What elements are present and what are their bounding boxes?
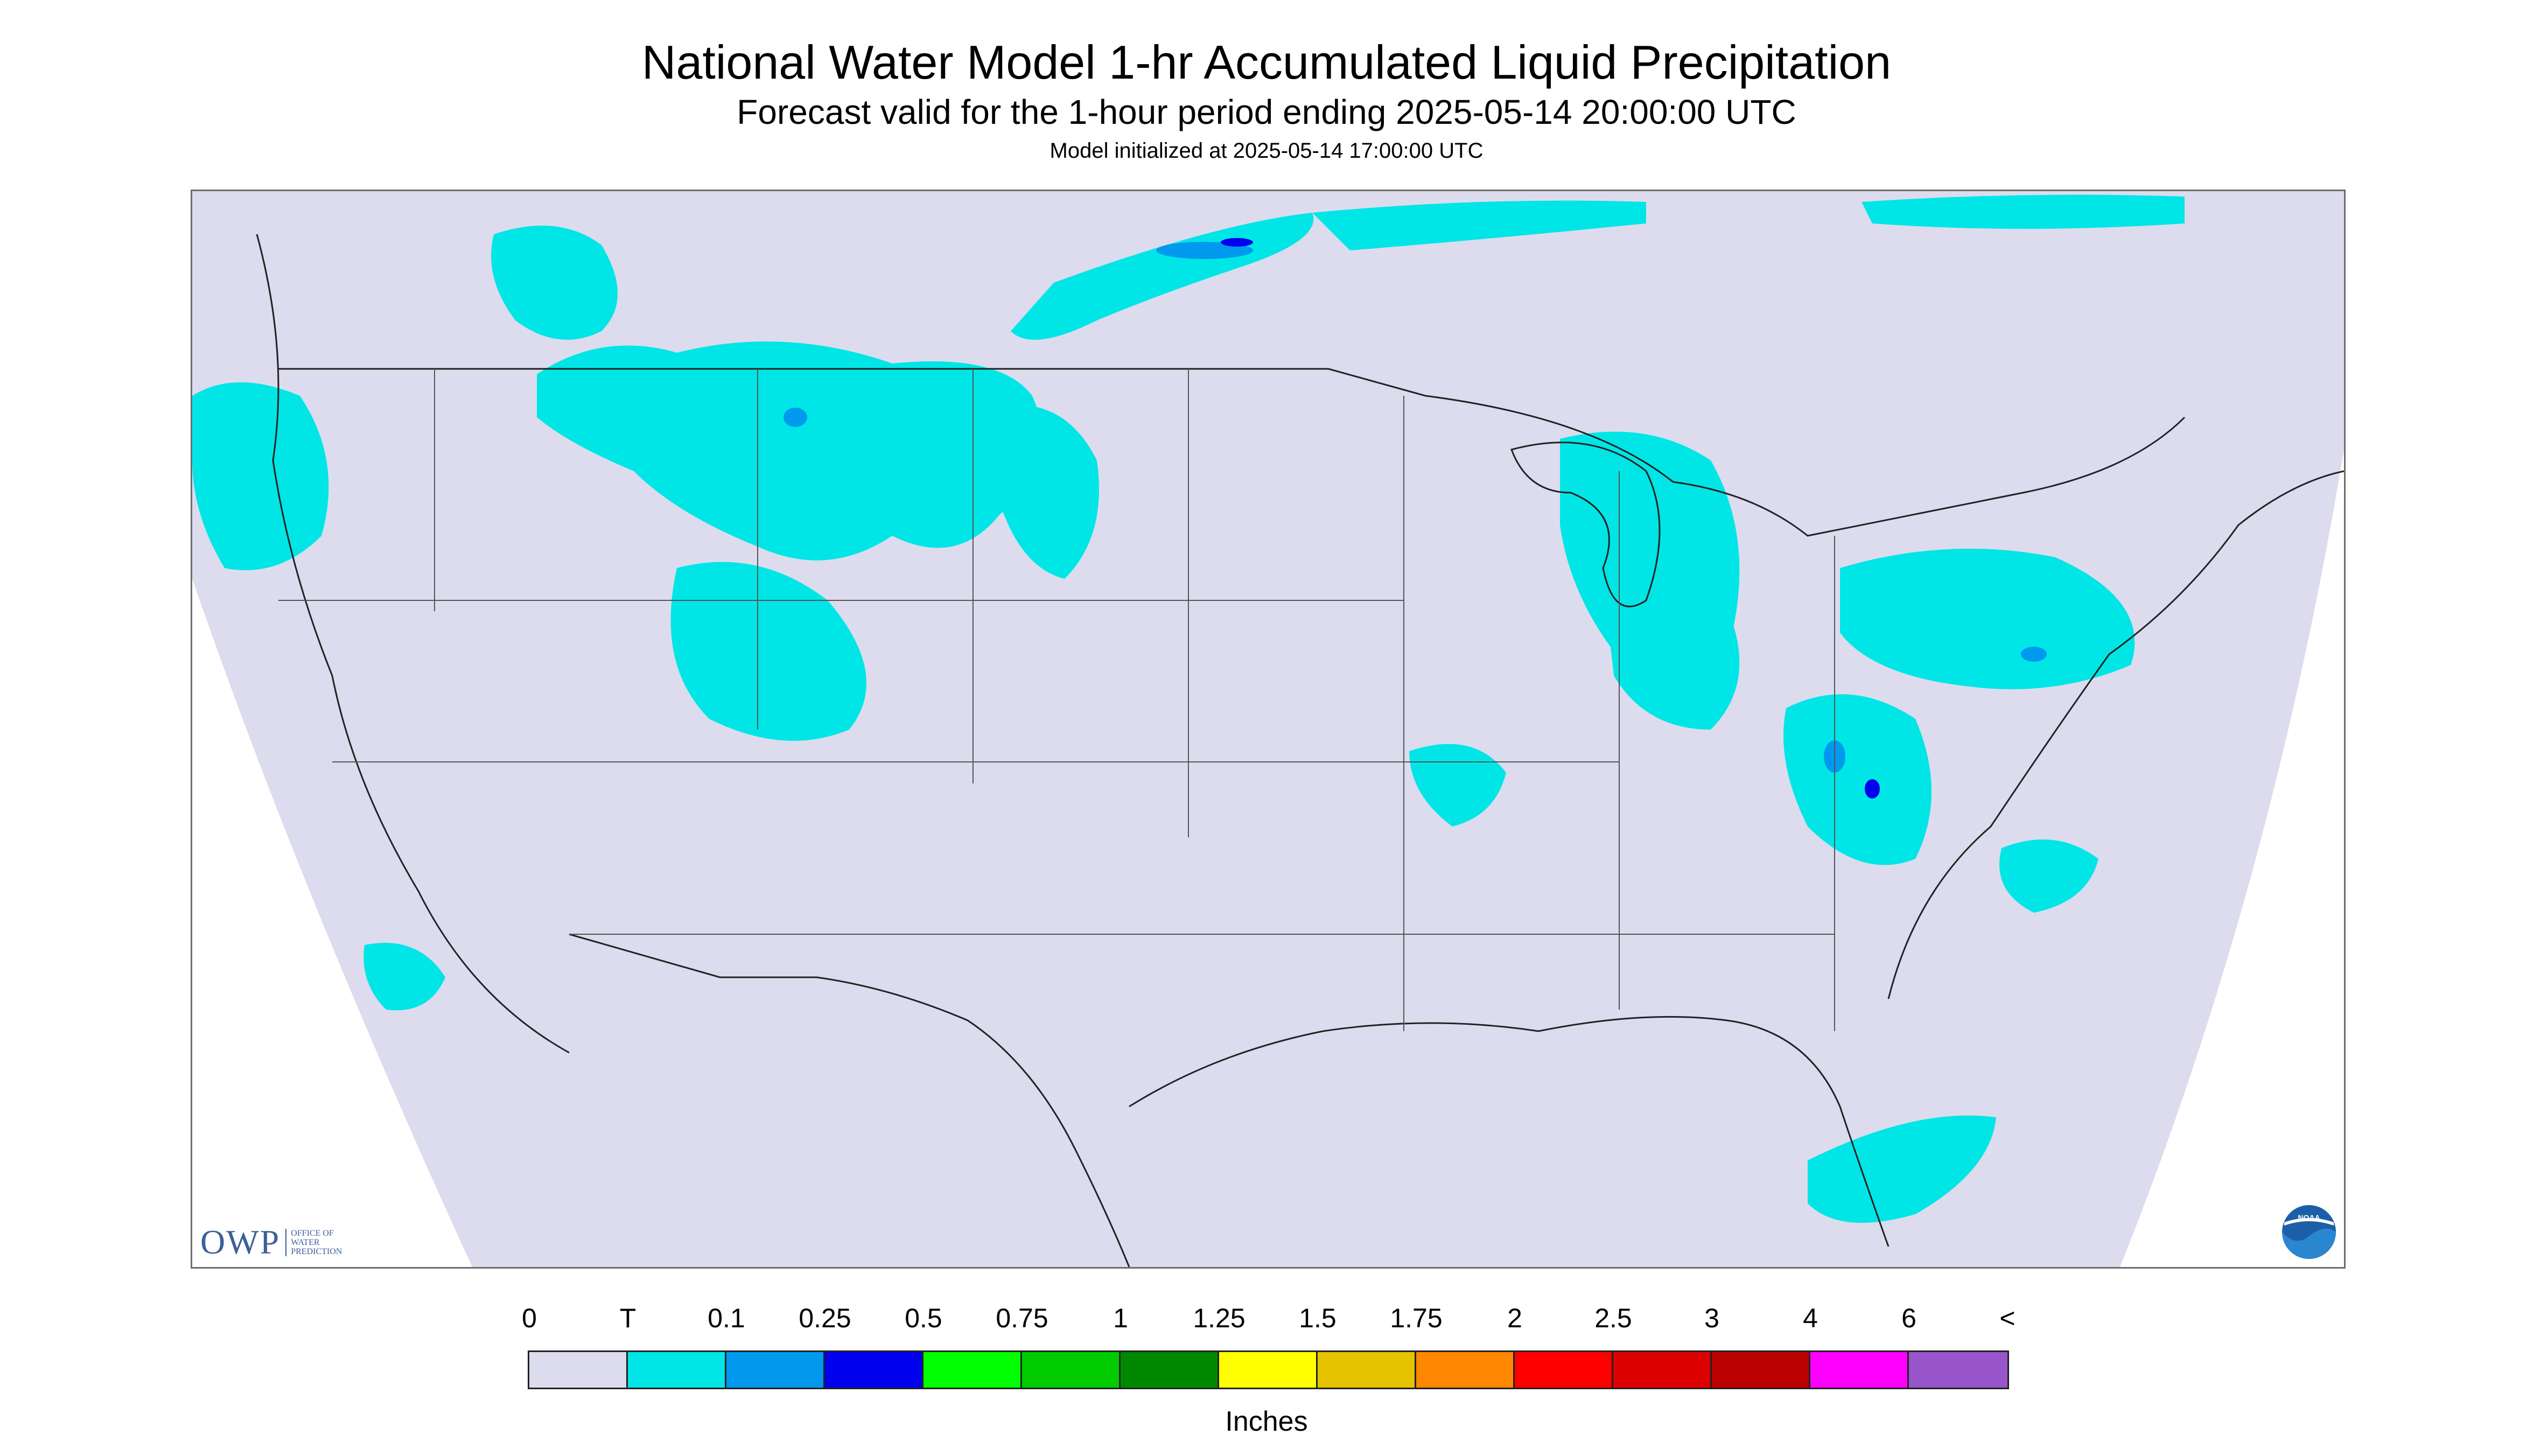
- owp-logo: OWP OFFICE OF WATER PREDICTION: [200, 1222, 342, 1262]
- owp-sub-line: WATER: [291, 1237, 320, 1247]
- map-domain: [192, 191, 2344, 1267]
- legend-label: 1: [1113, 1303, 1128, 1333]
- legend-label: 1.75: [1390, 1303, 1443, 1333]
- legend-labels: 0 T 0.1 0.25 0.5 0.75 1 1.25 1.5 1.75 2 …: [0, 1302, 2533, 1334]
- east-coast: [1887, 470, 2344, 999]
- rain-area-northeast-canada: [1862, 194, 2185, 229]
- rain-area-atlantic-offshore: [1999, 839, 2098, 913]
- legend-swatch: [1219, 1352, 1318, 1388]
- legend-swatch: [1515, 1352, 1613, 1388]
- gulf-coast: [1129, 1016, 1890, 1247]
- legend-swatch: [1810, 1352, 1909, 1388]
- noaa-logo: NOAA: [2282, 1205, 2336, 1259]
- legend-label: 0.75: [996, 1303, 1048, 1333]
- legend-label: T: [619, 1303, 636, 1333]
- rain-cell-light: [2021, 647, 2047, 662]
- rain-area-wyoming-colorado: [670, 562, 866, 741]
- legend-swatch: [923, 1352, 1022, 1388]
- owp-logo-subtext: OFFICE OF WATER PREDICTION: [285, 1228, 342, 1256]
- legend-swatch: [1909, 1352, 2007, 1388]
- owp-logo-text: OWP: [200, 1223, 281, 1261]
- legend-color-bar: [528, 1350, 2009, 1389]
- rain-area-baja: [363, 943, 445, 1011]
- map-title: National Water Model 1-hr Accumulated Li…: [641, 36, 1892, 89]
- noaa-logo-text: NOAA: [2298, 1213, 2320, 1222]
- legend-label: 0: [522, 1303, 537, 1333]
- rain-area-south-dakota: [1000, 405, 1099, 579]
- rain-area-mid-atlantic: [1783, 694, 1932, 865]
- legend-label: 3: [1704, 1303, 1719, 1333]
- rain-area-central-valley: [1409, 744, 1506, 827]
- rain-cell-moderate: [1865, 779, 1880, 799]
- owp-sub-line: PREDICTION: [291, 1247, 342, 1256]
- legend-swatch: [825, 1352, 923, 1388]
- west-coast: [256, 234, 570, 1054]
- legend-swatch: [1022, 1352, 1121, 1388]
- us-canada-border: [278, 368, 2186, 537]
- rain-area-southern-canada: [1312, 200, 1646, 250]
- legend-swatch: [628, 1352, 726, 1388]
- rain-cell-light: [1156, 242, 1253, 259]
- legend-label: 1.25: [1193, 1303, 1245, 1333]
- legend-swatch: [1318, 1352, 1416, 1388]
- legend-label: 4: [1803, 1303, 1818, 1333]
- legend-swatch: [726, 1352, 825, 1388]
- legend-label: 0.25: [799, 1303, 851, 1333]
- legend-label: 1.5: [1299, 1303, 1337, 1333]
- rain-area-pacific-northwest: [192, 382, 329, 570]
- legend-label: 0.5: [905, 1303, 942, 1333]
- rain-areas: [192, 194, 2185, 1223]
- legend-swatch: [1613, 1352, 1712, 1388]
- legend-swatch: [1712, 1352, 1810, 1388]
- rain-area-se-offshore: [1808, 1115, 1996, 1223]
- rain-area-northern-rockies: [537, 341, 1043, 561]
- state-lines: [278, 369, 1835, 1031]
- great-lakes-outline: [1510, 442, 1661, 607]
- legend-label: <: [1999, 1303, 2016, 1333]
- us-mexico-border: [569, 933, 1130, 1267]
- legend-label: 2.5: [1594, 1303, 1632, 1333]
- legend-swatch: [1416, 1352, 1515, 1388]
- rain-cell-moderate: [1221, 238, 1253, 247]
- owp-sub-line: OFFICE OF: [291, 1228, 334, 1238]
- boundaries: [256, 234, 2344, 1267]
- rain-area-montana-idaho: [491, 226, 618, 340]
- legend-label: 0.1: [708, 1303, 745, 1333]
- rain-area-northeast: [1840, 549, 2135, 689]
- model-init-time: Model initialized at 2025-05-14 17:00:00…: [1049, 139, 1484, 163]
- map-canvas: [192, 191, 2344, 1267]
- map-subtitle: Forecast valid for the 1-hour period end…: [737, 93, 1796, 131]
- legend-label: 6: [1901, 1303, 1916, 1333]
- legend-units: Inches: [1225, 1406, 1308, 1437]
- precipitation-map: [191, 190, 2346, 1269]
- legend-swatch: [529, 1352, 628, 1388]
- rain-area-ohio-valley: [1603, 577, 1740, 730]
- rain-cell-light: [783, 408, 807, 427]
- legend-swatch: [1121, 1352, 1219, 1388]
- legend-label: 2: [1507, 1303, 1522, 1333]
